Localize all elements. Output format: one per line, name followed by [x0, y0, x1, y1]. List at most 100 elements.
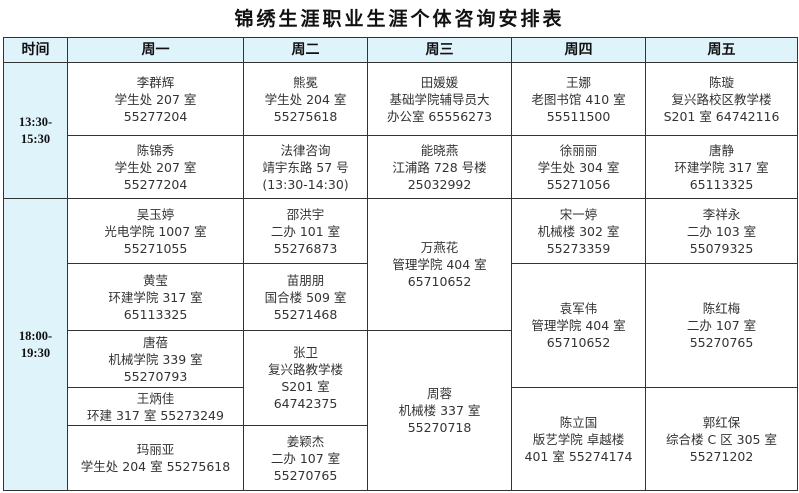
counselor-detail: 二办 101 室 — [270, 223, 341, 239]
counselor-cell-tuesday: 苗朋朋 国合楼 509 室 55271468 — [243, 263, 368, 331]
counselor-cell-tuesday: 法律咨询 靖宇东路 57 号 (13:30-14:30) — [243, 135, 368, 199]
table-row: 玛丽亚 学生处 204 室 55275618 姜颖杰 二办 107 室 55270765 — [4, 425, 798, 491]
counselor-detail: 学生处 204 室 — [264, 91, 347, 107]
counselor-detail: 55270718 — [407, 420, 472, 435]
time-slot: 13:30- 15:30 — [3, 62, 68, 199]
counselor-detail: 学生处 304 室 — [537, 159, 620, 175]
counselor-detail: 靖宇东路 57 号 — [262, 159, 349, 175]
counselor-detail: 二办 103 室 — [686, 223, 757, 239]
counselor-name: 陈红梅 — [702, 301, 741, 316]
counselor-cell-wednesday: 田媛媛 基础学院辅导员大 办公室 65556273 — [367, 62, 512, 136]
counselor-detail: 55270765 — [689, 335, 754, 350]
page-title: 锦绣生涯职业生涯个体咨询安排表 — [234, 8, 565, 30]
counselor-detail: 二办 107 室 — [270, 450, 341, 466]
counselor-detail: 复兴路教学楼 — [267, 362, 343, 377]
counselor-detail: 65113325 — [123, 306, 188, 322]
counselor-cell-friday: 唐静 环建学院 317 室 65113325 — [645, 135, 798, 199]
counselor-cell-monday: 吴玉婷 光电学院 1007 室 55271055 — [67, 198, 244, 264]
counselor-detail: 江浦路 728 号楼 — [392, 159, 487, 175]
table-row: 唐蓓 机械学院 339 室 55270793 张卫复兴路教学楼 S201 室 647423… — [4, 330, 798, 491]
header-wednesday: 周三 — [367, 37, 512, 63]
counselor-cell-friday: 李祥永 二办 103 室 55079325 — [645, 198, 798, 264]
counselor-cell-wednesday: 周蓉机械楼 337 室 55270718 — [367, 330, 512, 491]
counselor-cell-thursday: 徐丽丽 学生处 304 室 55271056 — [511, 135, 646, 199]
counselor-detail: 401 室 55274174 — [524, 448, 633, 464]
counselor-detail: 光电学院 1007 室 — [104, 223, 207, 239]
counselor-name: 王娜 — [565, 74, 591, 90]
counselor-cell-tuesday: 邵洪宇 二办 101 室 55276873 — [243, 198, 368, 264]
counselor-detail: 学生处 207 室 — [114, 159, 197, 175]
counselor-detail: 综合楼 C 区 305 室 — [666, 431, 777, 447]
counselor-detail: 65113325 — [689, 176, 754, 192]
counselor-detail: 版艺学院 卓越楼 — [532, 431, 625, 447]
counselor-name: 能晓燕 — [420, 142, 459, 158]
counselor-detail: 55277204 — [123, 108, 188, 124]
counselor-detail: 55271056 — [546, 176, 611, 192]
counselor-name: 陈锦秀 — [136, 142, 175, 158]
counselor-detail: 机械楼 337 室 — [398, 403, 481, 418]
counselor-name: 宋一婷 — [559, 206, 598, 222]
time-line: 15:30 — [20, 131, 51, 146]
counselor-name: 徐丽丽 — [559, 142, 598, 158]
counselor-cell-tuesday: 熊冕 学生处 204 室 55275618 — [243, 62, 368, 136]
counselor-detail: 55270793 — [123, 368, 188, 384]
counselor-cell-monday: 陈锦秀 学生处 207 室 55277204 — [67, 135, 244, 199]
header-time: 时间 — [3, 37, 68, 63]
table-row: 13:30- 15:30 李群辉 学生处 207 室 55277204 熊冕 学生处 204… — [3, 62, 798, 199]
counselor-detail: S201 室 64742116 — [663, 108, 780, 124]
counselor-detail: 基础学院辅导员大 — [389, 91, 490, 107]
counselor-cell-friday: 陈红梅二办 107 室 55270765 — [645, 263, 798, 388]
counselor-detail: 65710652 — [407, 274, 472, 289]
counselor-detail: 学生处 207 室 — [114, 91, 197, 107]
counselor-cell-thursday: 袁军伟 管理学院 404 室 65710652 — [511, 263, 646, 388]
time-line: 13:30- — [18, 114, 53, 129]
time-line: 18:00- — [18, 328, 53, 343]
counselor-cell-tuesday: 张卫复兴路教学楼 S201 室 64742375 — [243, 330, 368, 426]
counselor-detail: 55271202 — [689, 448, 754, 464]
counselor-detail: 55276873 — [273, 240, 338, 256]
counselor-cell-monday: 李群辉 学生处 207 室 55277204 — [67, 62, 244, 136]
counselor-cell-monday: 黄莹 环建学院 317 室 65113325 — [67, 263, 244, 331]
counselor-detail: 机械楼 302 室 — [537, 223, 620, 239]
counselor-cell-friday: 郭红保 综合楼 C 区 305 室 55271202 — [645, 387, 798, 491]
counselor-name: 黄莹 — [142, 272, 168, 288]
counselor-name: 周蓉 — [426, 386, 452, 401]
header-friday: 周五 — [645, 37, 798, 63]
table-row: 18:00- 19:30 吴玉婷 光电学院 1007 室 55271055 邵洪宇 二办 1… — [3, 198, 798, 491]
time-slot: 18:00- 19:30 — [3, 198, 68, 491]
header-thursday: 周四 — [511, 37, 646, 63]
counselor-detail: S201 室 — [281, 379, 330, 394]
counselor-cell-thursday: 宋一婷 机械楼 302 室 55273359 — [511, 198, 646, 264]
counselor-cell-monday: 玛丽亚学生处 204 室 55275618 — [67, 425, 244, 491]
counselor-name: 王炳佳 — [136, 390, 175, 406]
counselor-name: 唐静 — [708, 142, 734, 158]
counselor-detail: 25032992 — [407, 176, 472, 192]
counselor-name: 李祥永 — [702, 206, 741, 222]
counselor-name: 张卫 — [292, 345, 318, 360]
counselor-cell-thursday: 王娜 老图书馆 410 室 55511500 — [511, 62, 646, 136]
counselor-detail: 55079325 — [689, 240, 754, 256]
counselor-detail: 64742375 — [273, 396, 338, 411]
table-row: 黄莹 环建学院 317 室 65113325 苗朋朋 国合楼 509 室 55271468… — [4, 263, 798, 388]
counselor-detail: 老图书馆 410 室 — [531, 91, 626, 107]
counselor-detail: 55511500 — [546, 108, 611, 124]
header-tuesday: 周二 — [243, 37, 368, 63]
counselor-detail: 学生处 204 室 55275618 — [80, 459, 231, 474]
schedule-table: 时间 周一 周二 周三 周四 周五 13:30- 15:30 李群辉 学生处 207 室 5527… — [3, 37, 798, 491]
counselor-name: 唐蓓 — [142, 334, 168, 350]
counselor-detail: 环建学院 317 室 — [674, 159, 769, 175]
counselor-name: 玛丽亚 — [136, 442, 175, 457]
counselor-detail: 55270765 — [273, 467, 338, 483]
counselor-detail: 环建学院 317 室 — [108, 289, 203, 305]
counselor-detail: 二办 107 室 — [686, 318, 757, 333]
counselor-cell-monday: 唐蓓 机械学院 339 室 55270793 — [67, 330, 244, 388]
table-row: 王炳佳 环建 317 室 55273249 陈立国 版艺学院 卓越楼 401 室 552… — [4, 387, 798, 491]
counselor-name: 田媛媛 — [420, 74, 459, 90]
counselor-name: 陈璇 — [708, 74, 734, 90]
counselor-detail: 机械学院 339 室 — [108, 351, 203, 367]
counselor-cell-thursday: 陈立国 版艺学院 卓越楼 401 室 55274174 — [511, 387, 646, 491]
counselor-name: 吴玉婷 — [136, 206, 175, 222]
counselor-cell-friday: 陈璇 复兴路校区教学楼 S201 室 64742116 — [645, 62, 798, 136]
counselor-name: 陈立国 — [559, 414, 598, 430]
counselor-name: 李群辉 — [136, 74, 175, 90]
